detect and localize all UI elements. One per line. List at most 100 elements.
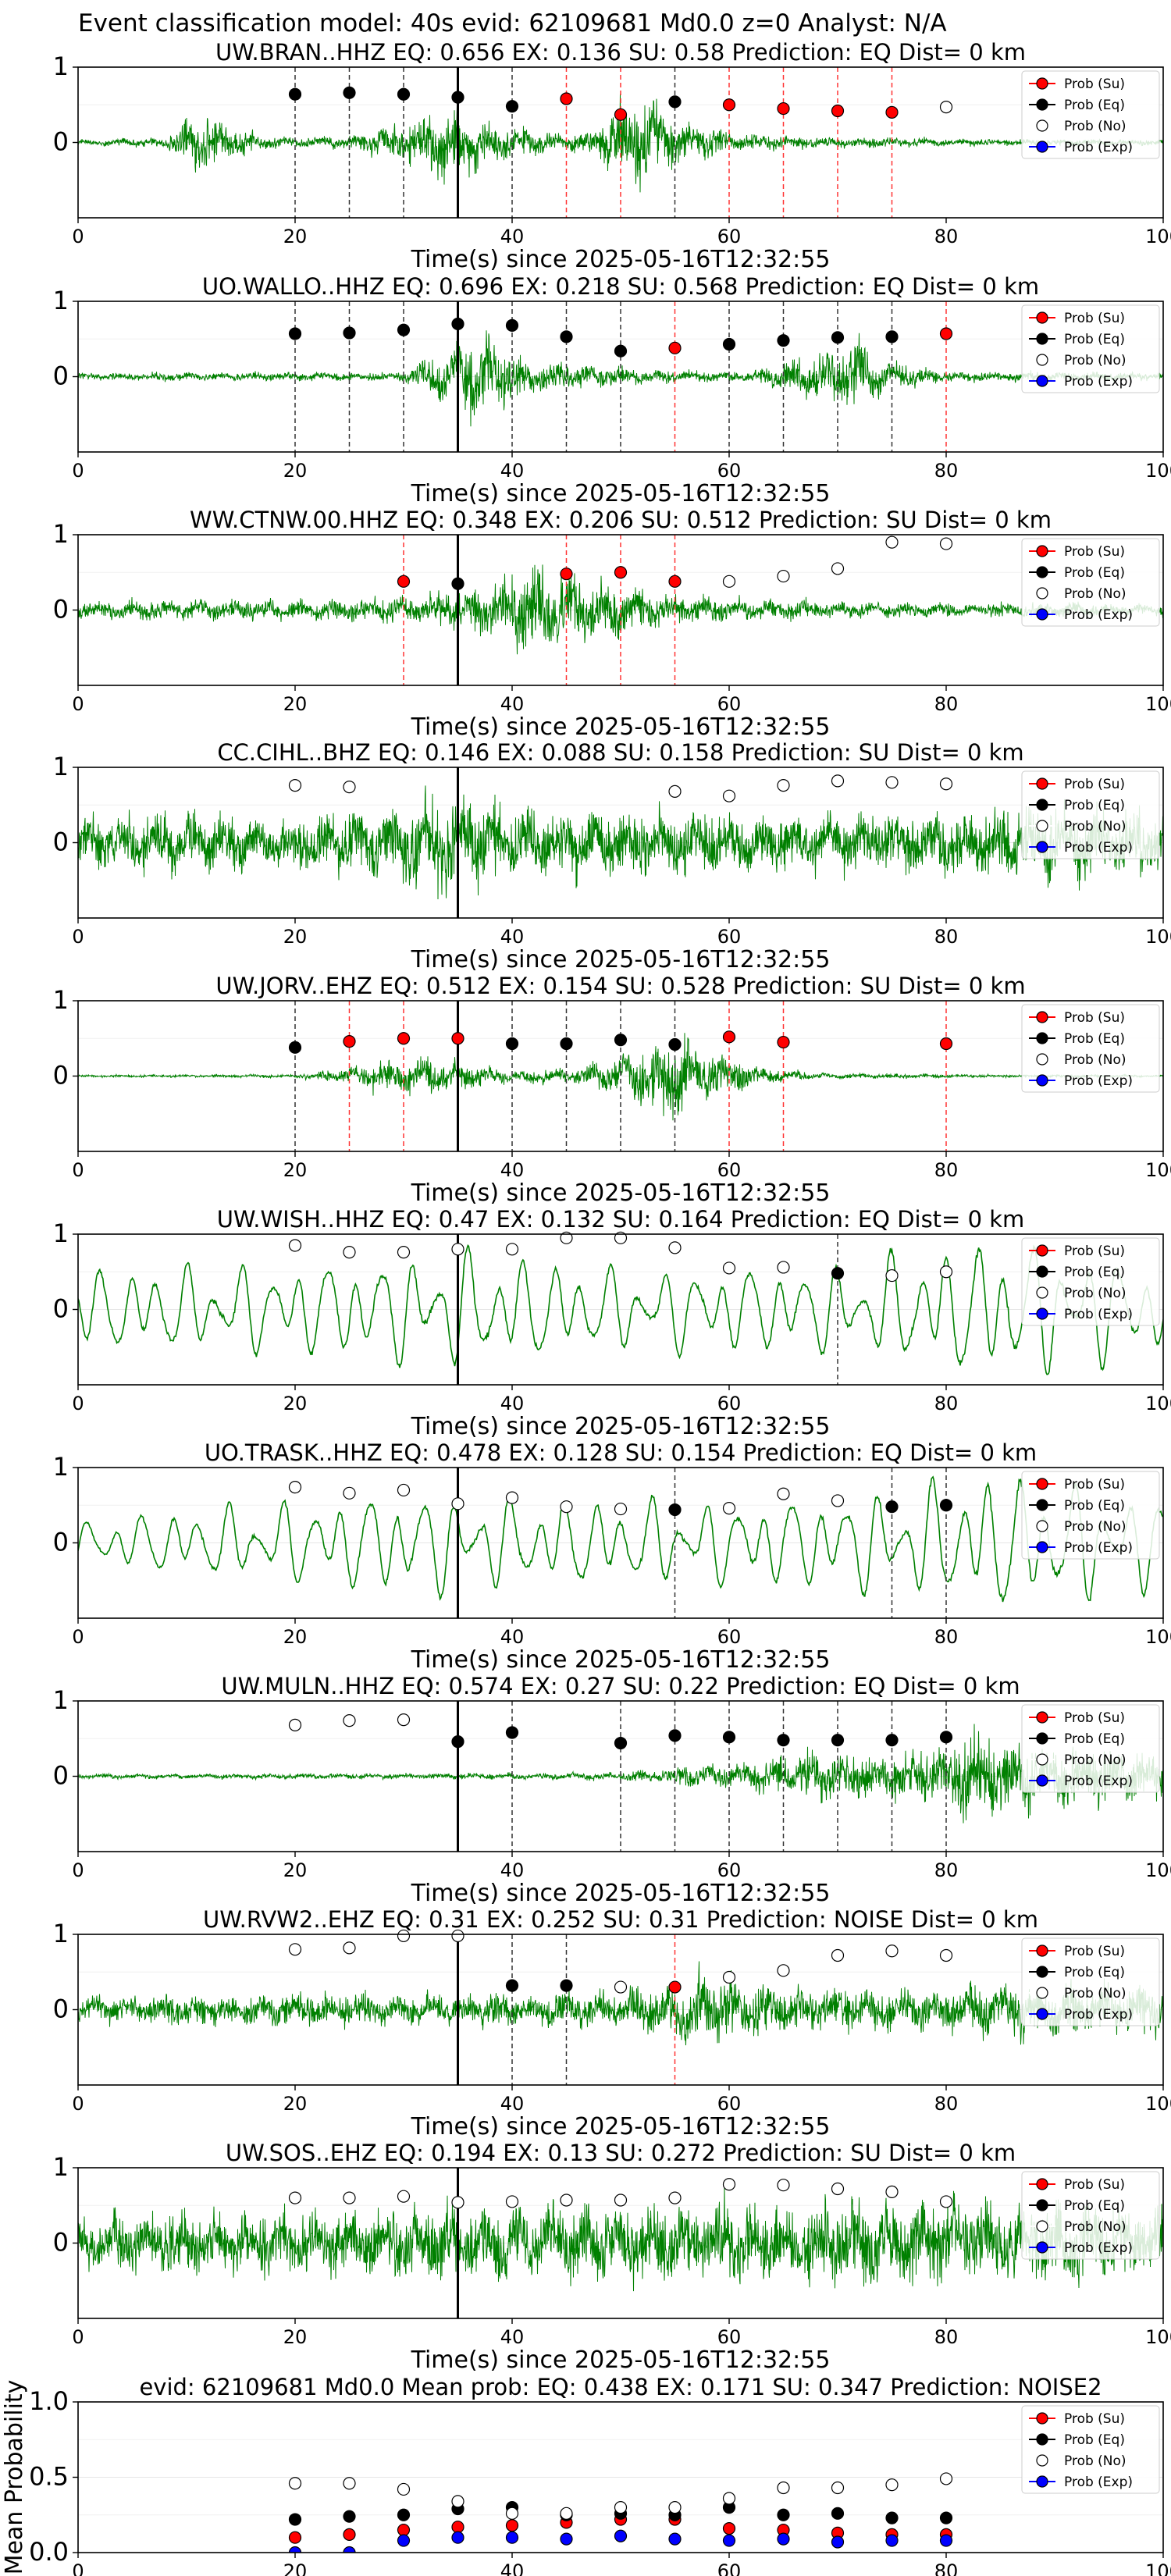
legend-marker-su bbox=[1036, 777, 1048, 790]
legend-box bbox=[1021, 1704, 1160, 1793]
x-tick-label: 80 bbox=[934, 1393, 959, 1414]
prob-marker-no bbox=[722, 2178, 736, 2191]
legend-label: Prob (Exp) bbox=[1064, 1073, 1133, 1089]
x-tick-label: 20 bbox=[283, 1159, 308, 1181]
x-tick-label: 0 bbox=[72, 1626, 84, 1648]
prob-marker-no bbox=[343, 1246, 356, 1259]
panel-title: UW.BRAN..HHZ EQ: 0.656 EX: 0.136 SU: 0.5… bbox=[215, 39, 1026, 66]
prob-marker-eq bbox=[831, 331, 845, 344]
legend-marker-exp bbox=[1036, 2475, 1048, 2488]
prob-marker-eq bbox=[505, 1979, 519, 1992]
y-tick-label: 1 bbox=[53, 1452, 69, 1482]
x-tick-label: 40 bbox=[500, 926, 525, 948]
y-tick-label: 1 bbox=[53, 52, 69, 81]
legend-marker-eq bbox=[1036, 1032, 1048, 1044]
x-tick-label: 80 bbox=[934, 1626, 959, 1648]
x-tick-label: 60 bbox=[717, 926, 742, 948]
legend-label: Prob (No) bbox=[1064, 1752, 1127, 1768]
y-tick-label: 0 bbox=[53, 127, 69, 157]
prob-marker-no bbox=[885, 1268, 899, 1283]
mean-prob-point bbox=[614, 2501, 628, 2514]
mean-prob-point bbox=[939, 2472, 953, 2485]
prob-marker-su bbox=[831, 104, 845, 118]
prob-marker-su bbox=[885, 105, 899, 119]
legend-label: Prob (No) bbox=[1064, 119, 1127, 134]
prob-marker-su bbox=[451, 1032, 464, 1045]
mean-prob-point bbox=[343, 2477, 356, 2490]
station-panel-2: UO.WALLO..HHZ EQ: 0.696 EX: 0.218 SU: 0.… bbox=[53, 273, 1171, 507]
x-tick-label: 80 bbox=[934, 1859, 959, 1881]
mean-prob-point bbox=[288, 2546, 302, 2553]
x-tick-label: 100 bbox=[1145, 1393, 1171, 1414]
legend-box bbox=[1021, 1004, 1160, 1093]
mean-prob-point bbox=[777, 2508, 790, 2521]
legend-marker-eq bbox=[1036, 1265, 1048, 1278]
prob-marker-no bbox=[939, 537, 953, 550]
x-tick-label: 40 bbox=[500, 226, 525, 247]
prob-marker-eq bbox=[505, 318, 519, 332]
prob-marker-no bbox=[831, 774, 845, 788]
legend-label: Prob (Su) bbox=[1064, 1710, 1125, 1726]
mean-prob-point bbox=[560, 2532, 573, 2546]
prob-marker-eq bbox=[668, 1037, 682, 1051]
legend-marker-eq bbox=[1036, 1732, 1048, 1745]
prob-marker-no bbox=[668, 785, 682, 798]
x-tick-label: 40 bbox=[500, 460, 525, 482]
legend-label: Prob (Exp) bbox=[1064, 2007, 1133, 2023]
legend-label: Prob (No) bbox=[1064, 586, 1127, 602]
legend-label: Prob (Exp) bbox=[1064, 840, 1133, 856]
prob-marker-eq bbox=[885, 1500, 899, 1514]
x-tick-label: 100 bbox=[1145, 2326, 1171, 2348]
legend-marker-eq bbox=[1036, 98, 1048, 111]
prob-marker-eq bbox=[397, 87, 411, 101]
x-tick-label: 0 bbox=[72, 460, 84, 482]
prob-marker-eq bbox=[343, 326, 356, 340]
mean-prob-point bbox=[505, 2519, 519, 2532]
prob-marker-eq bbox=[885, 330, 899, 343]
legend-marker-su bbox=[1036, 1244, 1048, 1257]
x-tick-label: 20 bbox=[283, 1626, 308, 1648]
y-tick-label: 0 bbox=[53, 2228, 69, 2258]
prob-marker-eq bbox=[614, 344, 628, 358]
x-tick-label: 100 bbox=[1145, 926, 1171, 948]
x-tick-label: 100 bbox=[1145, 1626, 1171, 1648]
x-tick-label: 0 bbox=[72, 926, 84, 948]
prob-marker-no bbox=[777, 1261, 790, 1274]
x-tick-label: 20 bbox=[283, 926, 308, 948]
prob-marker-no bbox=[451, 1497, 464, 1510]
legend-label: Prob (No) bbox=[1064, 2453, 1127, 2469]
x-tick-label: 80 bbox=[934, 460, 959, 482]
station-panel-7: UO.TRASK..HHZ EQ: 0.478 EX: 0.128 SU: 0.… bbox=[53, 1439, 1171, 1674]
legend-box bbox=[1021, 1471, 1160, 1560]
legend-label: Prob (Exp) bbox=[1064, 1774, 1133, 1789]
legend-label: Prob (No) bbox=[1064, 353, 1127, 368]
y-tick-label: 0 bbox=[53, 1294, 69, 1324]
prob-marker-eq bbox=[505, 100, 519, 113]
x-tick-label: 80 bbox=[934, 2326, 959, 2348]
legend-marker-eq bbox=[1036, 1966, 1048, 1978]
prob-marker-no bbox=[885, 776, 899, 789]
prob-marker-eq bbox=[722, 1731, 736, 1744]
legend-label: Prob (Exp) bbox=[1064, 607, 1133, 623]
legend-label: Prob (Exp) bbox=[1064, 140, 1133, 155]
legend-label: Prob (Su) bbox=[1064, 1244, 1125, 1259]
x-tick-label: 40 bbox=[500, 1159, 525, 1181]
station-panel-6: UW.WISH..HHZ EQ: 0.47 EX: 0.132 SU: 0.16… bbox=[53, 1206, 1171, 1440]
legend-label: Prob (Su) bbox=[1064, 544, 1125, 560]
y-tick-label: 0 bbox=[53, 1761, 69, 1791]
legend-label: Prob (Eq) bbox=[1064, 1265, 1125, 1280]
y-tick-label: 0 bbox=[53, 595, 69, 624]
mean-prob-point bbox=[614, 2529, 628, 2542]
y-tick-label: 1 bbox=[53, 752, 69, 781]
x-tick-label: 80 bbox=[934, 226, 959, 247]
x-tick-label: 60 bbox=[717, 226, 742, 247]
legend-label: Prob (Eq) bbox=[1064, 1498, 1125, 1514]
prob-marker-no bbox=[451, 1929, 464, 1943]
prob-marker-su bbox=[939, 1037, 953, 1051]
mean-prob-point bbox=[885, 2534, 899, 2547]
prob-marker-su bbox=[560, 92, 573, 105]
legend-marker-no bbox=[1036, 1987, 1048, 1999]
prob-marker-no bbox=[288, 779, 302, 792]
prob-marker-no bbox=[831, 2182, 845, 2196]
y-tick-label: 0 bbox=[53, 1994, 69, 2024]
